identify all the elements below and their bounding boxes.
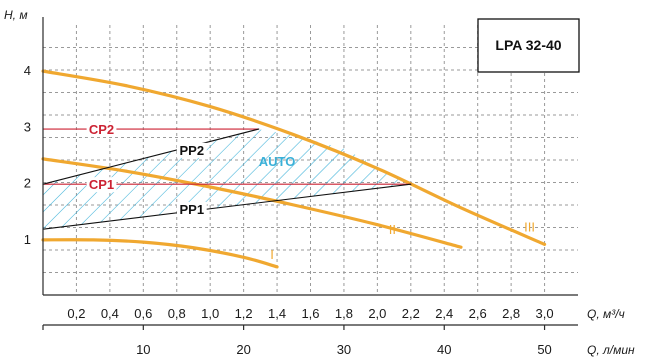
series-label-iii: III	[524, 219, 535, 234]
label-background	[86, 122, 117, 138]
axes	[42, 17, 578, 330]
x-tick-label: 0,8	[168, 306, 186, 321]
series-lines	[41, 69, 547, 269]
y-tick-label: 1	[24, 232, 31, 247]
x-tick-label: 2,8	[502, 306, 520, 321]
y-axis-label: H, м	[4, 8, 28, 22]
y-tick-label: 4	[24, 63, 31, 78]
series-line-pp1	[42, 183, 412, 230]
series-line-iii	[41, 69, 547, 246]
x-tick-label: 2,0	[368, 306, 386, 321]
x2-tick-label: 10	[136, 342, 150, 357]
series-label-cp2: CP2	[89, 122, 114, 137]
x2-axis-label: Q, л/мин	[587, 343, 635, 357]
x2-tick-label: 40	[437, 342, 451, 357]
x-tick-label: 1,4	[268, 306, 286, 321]
x2-tick-label: 50	[537, 342, 551, 357]
tick-labels: 1 2 3 4 0,2 0,4 0,6 0,8 1,0 1,2 1,4 1,6 1,8 2,0 2,2 2,4…	[24, 63, 554, 357]
x-tick-label: 2,6	[469, 306, 487, 321]
y-tick-label: 2	[24, 176, 31, 191]
label-background	[176, 142, 207, 158]
series-label-pp2: PP2	[180, 143, 205, 158]
series-line-pp2	[42, 128, 260, 185]
series-label-pp1: PP1	[180, 202, 205, 217]
auto-region	[43, 129, 411, 230]
x-tick-label: 0,6	[134, 306, 152, 321]
title-box	[477, 18, 580, 73]
x-tick-label: 1,0	[201, 306, 219, 321]
series-label-i: I	[270, 247, 274, 262]
x-tick-label: 2,2	[402, 306, 420, 321]
x2-tick-label: 20	[236, 342, 250, 357]
y-tick-label: 3	[24, 119, 31, 134]
auto-area	[43, 129, 411, 230]
series-line-i	[41, 238, 279, 269]
chart-title: LPA 32-40	[495, 37, 561, 53]
x-tick-label: 2,4	[435, 306, 453, 321]
x-tick-label: 3,0	[536, 306, 554, 321]
x-tick-label: 1,6	[301, 306, 319, 321]
series-label-auto: AUTO	[259, 154, 296, 169]
label-background	[176, 201, 207, 217]
x-tick-label: 0,2	[67, 306, 85, 321]
series-label-ii: II	[389, 222, 396, 237]
x-tick-label: 1,8	[335, 306, 353, 321]
x2-tick-label: 30	[337, 342, 351, 357]
x-tick-label: 1,2	[235, 306, 253, 321]
label-background	[86, 177, 117, 193]
x-tick-label: 0,4	[101, 306, 119, 321]
series-line-ii	[41, 157, 463, 249]
x-axis-label: Q, м³/ч	[587, 307, 625, 321]
series-label-cp1: CP1	[89, 177, 114, 192]
